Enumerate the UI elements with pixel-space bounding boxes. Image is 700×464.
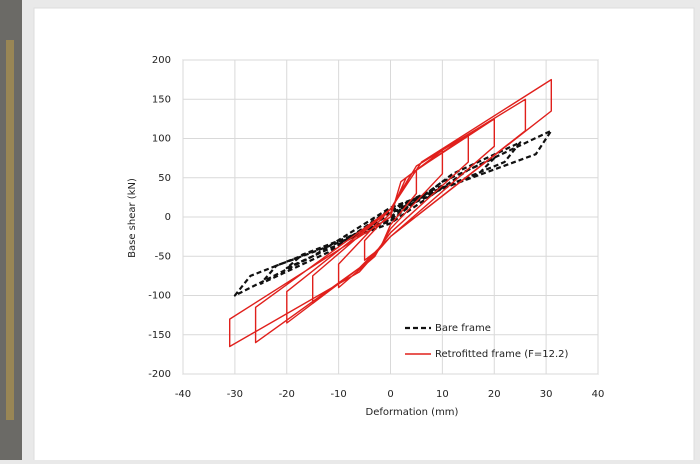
y-tick-label: 100: [152, 134, 171, 145]
x-tick-label: -40: [175, 389, 191, 400]
x-axis-title: Deformation (mm): [366, 407, 459, 418]
y-tick-label: -50: [155, 251, 171, 262]
y-tick-label: 200: [152, 55, 171, 66]
x-tick-label: 40: [592, 389, 605, 400]
background-photo-detail: [6, 40, 14, 420]
legend-label: Retrofitted frame (F=12.2): [435, 349, 569, 360]
x-tick-label: 0: [387, 389, 393, 400]
y-tick-label: -100: [148, 291, 171, 302]
x-tick-label: -20: [279, 389, 295, 400]
y-tick-label: 50: [158, 173, 171, 184]
y-tick-label: -150: [148, 330, 171, 341]
x-tick-label: -10: [330, 389, 346, 400]
y-tick-label: -200: [148, 369, 171, 380]
data-line: [229, 78, 552, 348]
y-tick-label: 150: [152, 94, 171, 105]
x-tick-label: 30: [540, 389, 553, 400]
x-tick-label: 10: [436, 389, 449, 400]
legend-label: Bare frame: [435, 323, 491, 334]
y-tick-label: 0: [165, 212, 171, 223]
x-tick-label: -30: [227, 389, 243, 400]
x-tick-label: 20: [488, 389, 501, 400]
data-line: [233, 129, 553, 297]
chart: Deformation (mm) Base shear (kN) -200-15…: [127, 55, 604, 418]
y-axis-title: Base shear (kN): [127, 178, 138, 258]
